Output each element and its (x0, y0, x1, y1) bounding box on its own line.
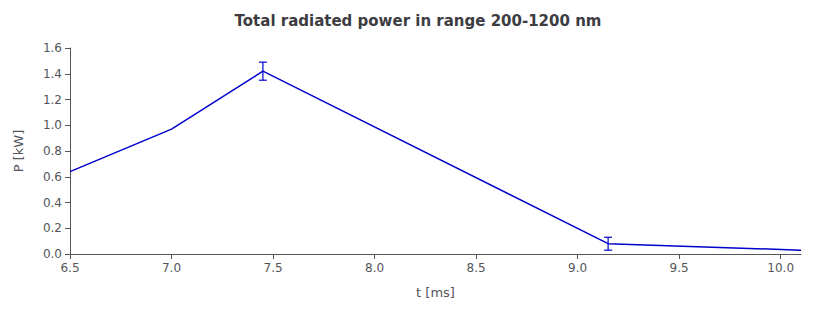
svg-text:7.5: 7.5 (264, 261, 283, 275)
svg-text:9.0: 9.0 (568, 261, 587, 275)
svg-text:8.5: 8.5 (467, 261, 486, 275)
svg-text:1.6: 1.6 (43, 41, 62, 55)
svg-text:t [ms]: t [ms] (416, 285, 455, 300)
svg-text:P [kW]: P [kW] (11, 130, 26, 173)
svg-text:1.0: 1.0 (43, 118, 62, 132)
svg-text:10.0: 10.0 (767, 261, 794, 275)
svg-text:1.2: 1.2 (43, 93, 62, 107)
svg-text:9.5: 9.5 (670, 261, 689, 275)
svg-text:8.0: 8.0 (365, 261, 384, 275)
svg-text:1.4: 1.4 (43, 67, 62, 81)
svg-text:0.8: 0.8 (43, 144, 62, 158)
svg-text:0.2: 0.2 (43, 221, 62, 235)
svg-text:Total radiated power in range: Total radiated power in range 200-1200 n… (235, 12, 602, 30)
svg-text:6.5: 6.5 (60, 261, 79, 275)
svg-text:0.4: 0.4 (43, 196, 62, 210)
svg-text:7.0: 7.0 (162, 261, 181, 275)
svg-text:0.0: 0.0 (43, 247, 62, 261)
svg-text:0.6: 0.6 (43, 170, 62, 184)
